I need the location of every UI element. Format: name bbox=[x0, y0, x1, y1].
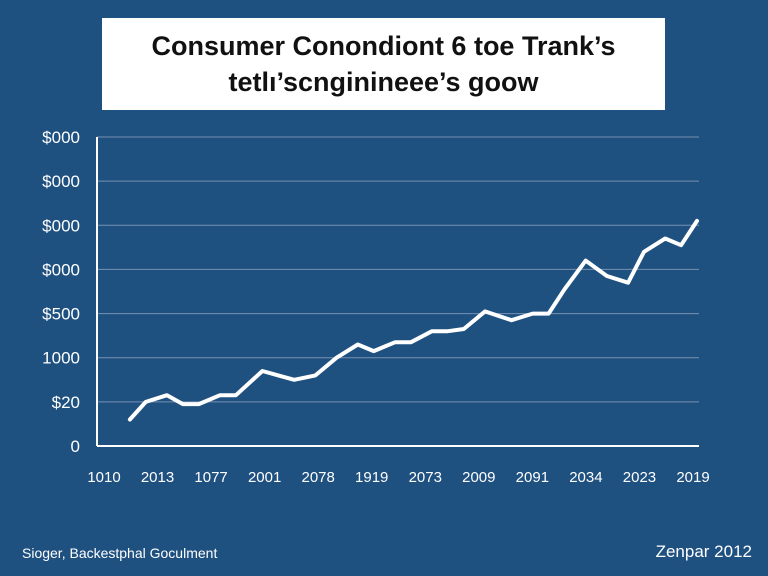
x-tick-label: 2013 bbox=[141, 469, 174, 486]
x-tick-label: 1010 bbox=[87, 469, 120, 486]
x-tick-label: 2001 bbox=[248, 469, 281, 486]
y-tick-label: 0 bbox=[71, 437, 80, 456]
x-tick-label: 2078 bbox=[301, 469, 334, 486]
y-tick-label: $20 bbox=[52, 393, 80, 412]
x-tick-label: 1919 bbox=[355, 469, 388, 486]
axis-layer bbox=[96, 137, 699, 447]
x-tick-label: 1077 bbox=[194, 469, 227, 486]
x-tick-label: 2019 bbox=[676, 469, 709, 486]
x-tick-label: 2073 bbox=[409, 469, 442, 486]
y-tick-label: $000 bbox=[42, 172, 80, 191]
x-tick-label: 2009 bbox=[462, 469, 495, 486]
y-tick-label: $500 bbox=[42, 305, 80, 324]
footer-date-note: Zenpar 2012 bbox=[655, 542, 752, 561]
chart-title-line-1: Consumer Conondiont 6 toe Trank’s bbox=[151, 31, 616, 61]
x-tick-label: 2023 bbox=[623, 469, 656, 486]
y-tick-label: $000 bbox=[42, 128, 80, 147]
y-tick-label: 1000 bbox=[42, 349, 80, 368]
series-line bbox=[127, 218, 699, 422]
footer-source-note: Sioger, Backestphal Goculment bbox=[22, 545, 218, 561]
chart-title-line-2: tetlı’scnginineee’s goow bbox=[228, 67, 539, 97]
x-tick-label: 2091 bbox=[516, 469, 549, 486]
grid-layer bbox=[97, 136, 699, 403]
series-layer bbox=[127, 218, 699, 422]
tick-layer: 0 $20 1000 $500 $000 $000 $000 $000 1010 2013 1077… bbox=[42, 128, 710, 486]
x-tick-label: 2034 bbox=[569, 469, 602, 486]
y-tick-label: $000 bbox=[42, 260, 80, 279]
chart-title-box: Consumer Conondiont 6 toe Trank’s tetlı’… bbox=[102, 18, 665, 110]
y-tick-label: $000 bbox=[42, 216, 80, 235]
